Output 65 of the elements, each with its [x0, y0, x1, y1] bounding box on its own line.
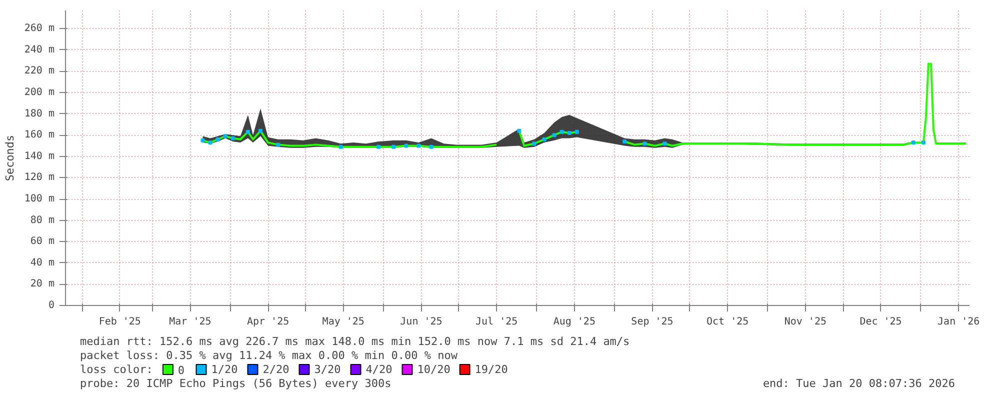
x-tick-label: Sep '25 [631, 316, 674, 328]
point [662, 142, 667, 146]
point [574, 130, 579, 134]
y-tick-label: 80 m [30, 214, 55, 226]
x-tick-label: Feb '25 [98, 316, 141, 328]
text: packet loss: 0.35 % avg 11.24 % max 0.00 % min 0.00 % now [80, 349, 458, 362]
point [404, 144, 408, 148]
y-tick-label: 160 m [24, 130, 55, 141]
y-tick-label: 0 [48, 300, 55, 311]
legend-title: loss color: [80, 363, 153, 376]
x-tick-label: Apr '25 [246, 316, 290, 328]
point [416, 144, 421, 148]
point [246, 130, 250, 134]
text: probe: 20 ICMP Echo Pings (56 Bytes) every 300s [80, 377, 392, 390]
point [517, 128, 522, 133]
y-tick-label: 220 m [24, 66, 55, 77]
point [216, 137, 220, 142]
x-tick-label: Jul '25 [475, 316, 518, 328]
point [276, 142, 280, 147]
y-tick-label: 40 m [30, 257, 55, 268]
point [392, 144, 396, 149]
point [642, 142, 647, 146]
y-axis-title: Seconds [3, 134, 16, 182]
point [200, 138, 205, 142]
point [532, 142, 536, 146]
x-tick-label: Oct '25 [706, 316, 749, 328]
point [223, 134, 228, 138]
point [376, 144, 381, 149]
point [567, 130, 572, 135]
y-tick-label: 60 m [30, 236, 55, 248]
x-tick-label: Nov '25 [784, 316, 827, 328]
x-tick-label: May '25 [322, 316, 364, 328]
y-tick-label: 240 m [24, 44, 55, 56]
point [230, 136, 235, 140]
text: end: Tue Jan 20 08:07:36 2026 [762, 377, 955, 390]
point [552, 133, 556, 138]
point [542, 137, 546, 142]
legend-label: 0 [178, 364, 185, 377]
text: median rtt: 152.6 ms avg 226.7 ms max 148.0 ms min 152.0 ms now 7.1 ms sd 21.4 am/s [80, 335, 630, 348]
point [208, 140, 212, 145]
y-tick-label: 140 m [24, 150, 55, 162]
legend-label: 19/20 [474, 363, 508, 376]
y-tick-label: 20 m [30, 278, 55, 290]
y-tick-label: 260 m [24, 23, 55, 34]
legend-label: 2/20 [262, 363, 290, 376]
y-tick-label: 200 m [24, 87, 55, 98]
legend-label: 4/20 [366, 363, 392, 376]
y-tick-label: 180 m [24, 108, 55, 120]
point [622, 139, 627, 144]
legend-label: 3/20 [314, 363, 341, 376]
x-tick-label: Jan '26 [938, 316, 980, 328]
x-tick-label: Mar '25 [169, 316, 212, 328]
point [258, 128, 263, 133]
x-tick-label: Jun '25 [400, 316, 442, 328]
x-tick-label: Dec '25 [860, 316, 902, 328]
point [338, 144, 343, 149]
point [921, 140, 926, 145]
point [911, 140, 916, 145]
y-tick-label: 120 m [24, 172, 55, 184]
point [429, 144, 434, 149]
legend-label: 1/20 [211, 363, 238, 376]
y-tick-label: 100 m [24, 194, 55, 204]
point [560, 130, 564, 134]
legend-label: 10/20 [417, 363, 450, 376]
x-tick-label: Aug '25 [553, 316, 596, 328]
